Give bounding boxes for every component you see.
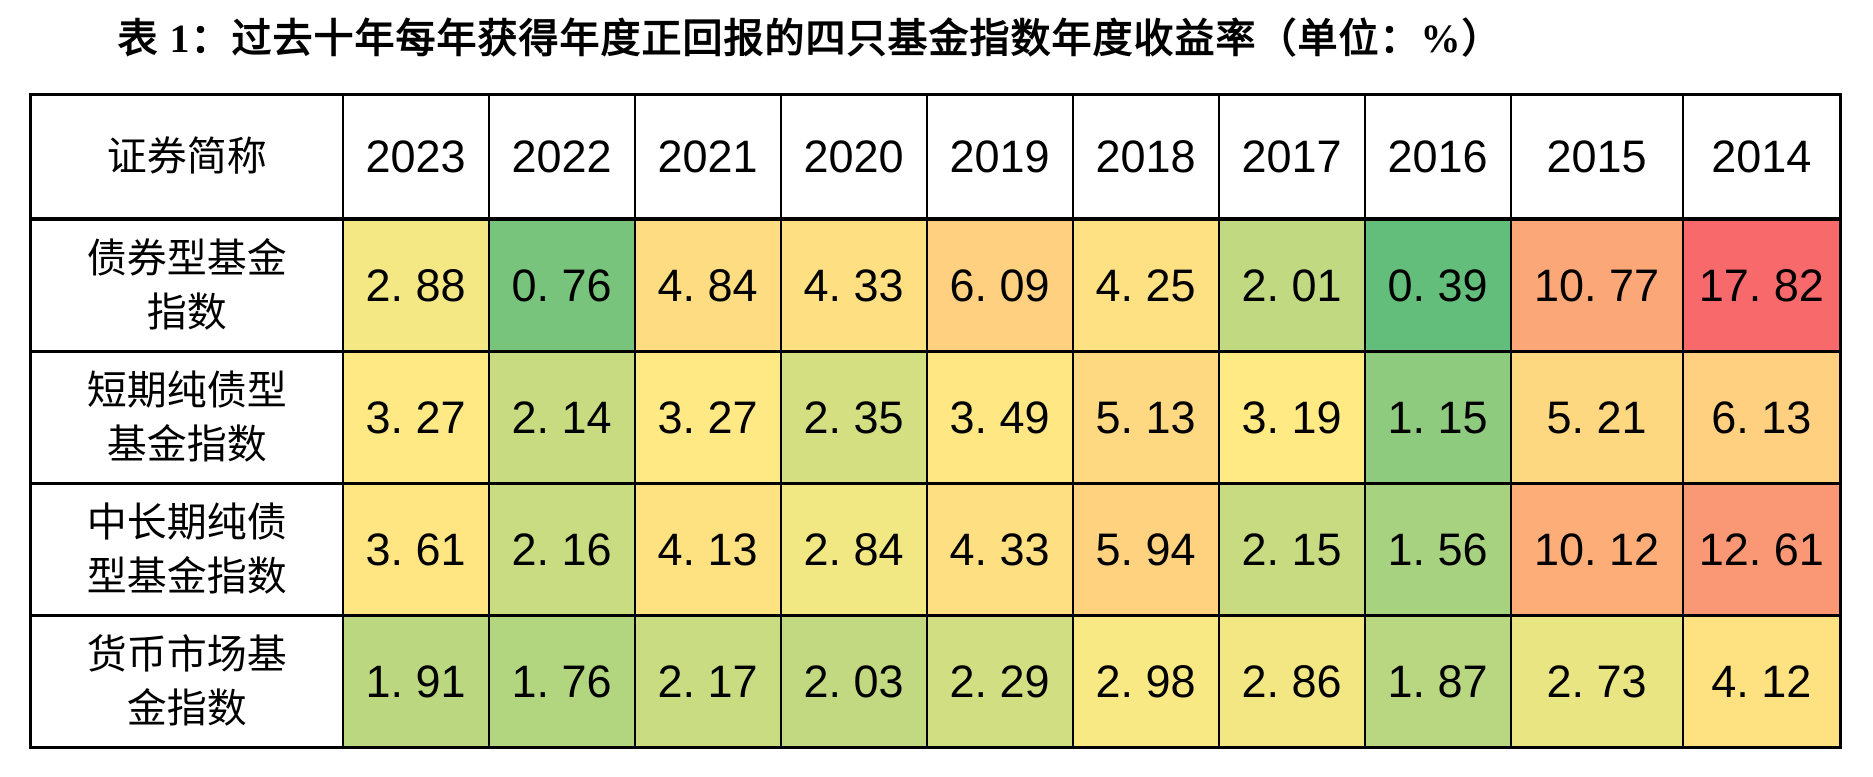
value-cell: 4. 25: [1071, 217, 1220, 353]
row-label: 货币市场基 金指数: [29, 614, 344, 749]
table-row-bond-fund-index: 债券型基金 指数 2. 88 0. 76 4. 84 4. 33 6. 09 4…: [29, 217, 1842, 353]
year-header-2014: 2014: [1681, 93, 1842, 221]
table-row-short-term-pure-bond-fund-index: 短期纯债型 基金指数 3. 27 2. 14 3. 27 2. 35 3. 49…: [29, 350, 1842, 485]
row-label-line-1: 中长期纯债: [86, 499, 287, 545]
value-cell: 10. 77: [1509, 217, 1684, 353]
value-cell: 2. 84: [779, 482, 928, 617]
value-cell: 5. 13: [1071, 350, 1220, 485]
value-cell: 2. 01: [1217, 217, 1366, 353]
value-cell: 1. 87: [1363, 614, 1512, 749]
year-header-2023: 2023: [341, 93, 490, 221]
value-cell: 2. 73: [1509, 614, 1684, 749]
year-header-2022: 2022: [487, 93, 636, 221]
row-label-line-1: 短期纯债型: [86, 367, 287, 413]
value-cell: 1. 15: [1363, 350, 1512, 485]
value-cell: 4. 33: [925, 482, 1074, 617]
value-cell: 2. 14: [487, 350, 636, 485]
value-cell: 5. 21: [1509, 350, 1684, 485]
row-label-line-2: 金指数: [126, 685, 247, 731]
value-cell: 6. 09: [925, 217, 1074, 353]
value-cell: 4. 13: [633, 482, 782, 617]
row-label-line-2: 型基金指数: [86, 553, 287, 599]
value-cell: 12. 61: [1681, 482, 1842, 617]
value-cell: 6. 13: [1681, 350, 1842, 485]
fund-returns-table: 证券简称 2023 2022 2021 2020 2019 2018 2017 …: [29, 93, 1842, 749]
value-cell: 3. 27: [341, 350, 490, 485]
row-label-line-2: 基金指数: [106, 421, 267, 467]
row-label-line-1: 货币市场基: [86, 631, 287, 677]
value-cell: 3. 27: [633, 350, 782, 485]
table-header-row: 证券简称 2023 2022 2021 2020 2019 2018 2017 …: [29, 93, 1842, 221]
value-cell: 5. 94: [1071, 482, 1220, 617]
value-cell: 1. 91: [341, 614, 490, 749]
value-cell: 10. 12: [1509, 482, 1684, 617]
value-cell: 2. 88: [341, 217, 490, 353]
value-cell: 4. 84: [633, 217, 782, 353]
year-header-2020: 2020: [779, 93, 928, 221]
value-cell: 2. 15: [1217, 482, 1366, 617]
table-title: 表 1：过去十年每年获得年度正回报的四只基金指数年度收益率（单位：%）: [117, 16, 1503, 61]
year-header-2021: 2021: [633, 93, 782, 221]
year-header-2019: 2019: [925, 93, 1074, 221]
row-label: 中长期纯债 型基金指数: [29, 482, 344, 617]
row-label: 债券型基金 指数: [29, 217, 344, 353]
value-cell: 4. 33: [779, 217, 928, 353]
value-cell: 2. 35: [779, 350, 928, 485]
value-cell: 1. 76: [487, 614, 636, 749]
value-cell: 2. 03: [779, 614, 928, 749]
value-cell: 4. 12: [1681, 614, 1842, 749]
value-cell: 3. 49: [925, 350, 1074, 485]
value-cell: 2. 29: [925, 614, 1074, 749]
row-label-line-1: 债券型基金: [86, 235, 287, 281]
table-row-money-market-fund-index: 货币市场基 金指数 1. 91 1. 76 2. 17 2. 03 2. 29 …: [29, 614, 1842, 749]
value-cell: 3. 19: [1217, 350, 1366, 485]
value-cell: 0. 76: [487, 217, 636, 353]
year-header-2016: 2016: [1363, 93, 1512, 221]
year-header-2018: 2018: [1071, 93, 1220, 221]
value-cell: 2. 98: [1071, 614, 1220, 749]
year-header-2015: 2015: [1509, 93, 1684, 221]
value-cell: 2. 17: [633, 614, 782, 749]
value-cell: 17. 82: [1681, 217, 1842, 353]
value-cell: 2. 16: [487, 482, 636, 617]
value-cell: 3. 61: [341, 482, 490, 617]
value-cell: 2. 86: [1217, 614, 1366, 749]
value-cell: 1. 56: [1363, 482, 1512, 617]
year-header-2017: 2017: [1217, 93, 1366, 221]
table-row-mid-long-term-pure-bond-fund-index: 中长期纯债 型基金指数 3. 61 2. 16 4. 13 2. 84 4. 3…: [29, 482, 1842, 617]
corner-header: 证券简称: [29, 93, 344, 221]
row-label: 短期纯债型 基金指数: [29, 350, 344, 485]
row-label-line-2: 指数: [146, 289, 227, 335]
value-cell: 0. 39: [1363, 217, 1512, 353]
